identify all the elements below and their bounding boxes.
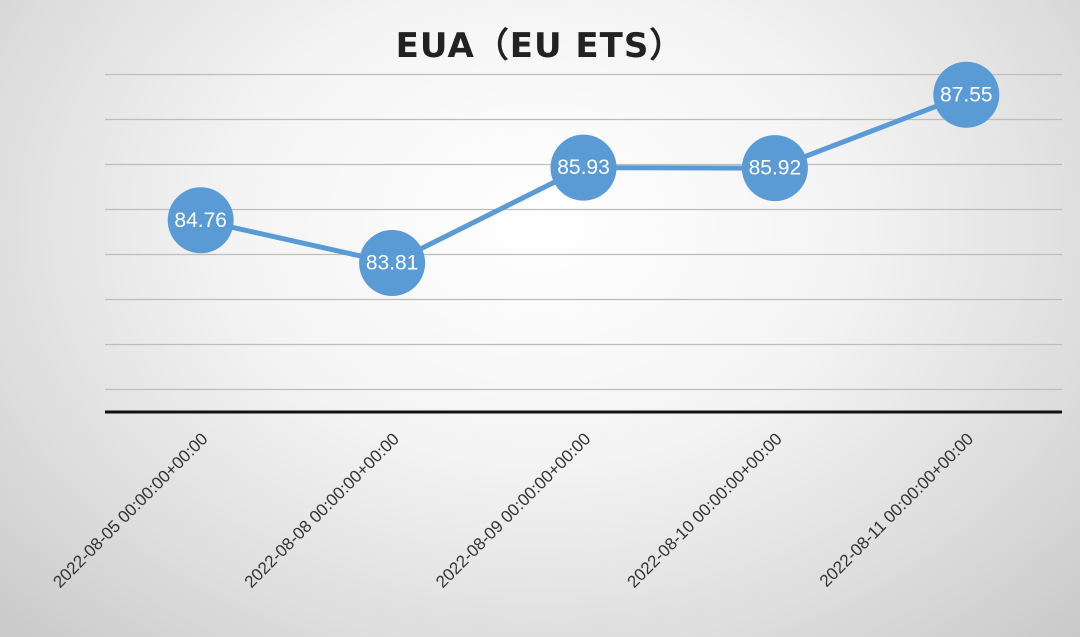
data-point-marker [167, 187, 234, 254]
chart-title: EUA（EU ETS） [395, 26, 685, 66]
x-tick-label: 2022-08-10 00:00:00+00:00 [624, 429, 786, 591]
data-point-marker [359, 230, 426, 297]
data-label: 83.81 [366, 252, 419, 275]
data-label: 87.55 [940, 83, 993, 106]
x-tick-label: 2022-08-05 00:00:00+00:00 [49, 429, 211, 591]
data-point-marker [933, 61, 1000, 128]
data-point-marker [550, 134, 617, 201]
data-label: 85.93 [557, 156, 610, 179]
data-point-marker [741, 135, 808, 202]
x-tick-label: 2022-08-09 00:00:00+00:00 [432, 429, 594, 591]
x-tick-label: 2022-08-11 00:00:00+00:00 [816, 429, 977, 590]
x-tick-label: 2022-08-08 00:00:00+00:00 [241, 429, 403, 591]
data-label: 84.76 [174, 209, 227, 232]
data-label: 85.92 [749, 157, 802, 180]
